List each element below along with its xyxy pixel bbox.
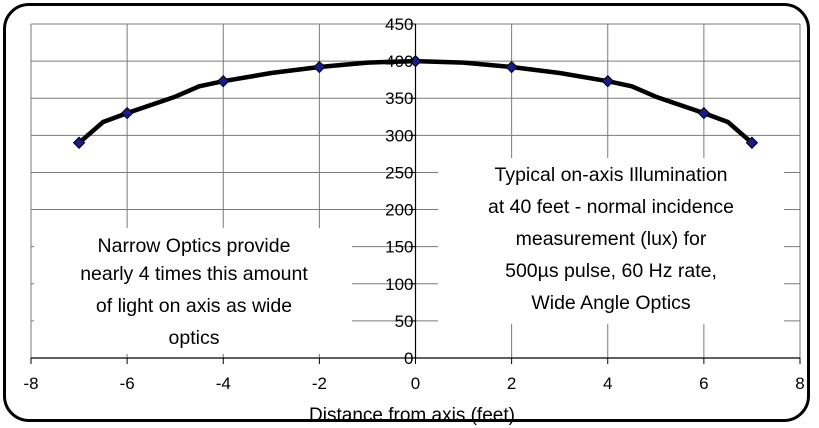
y-tick-label: 250 [385,163,413,182]
x-tick-label: -6 [120,374,135,393]
left-annotation-line: optics [169,327,220,349]
data-point-marker [313,60,326,74]
x-tick-label: 8 [795,374,804,393]
y-tick-label: 300 [385,126,413,145]
data-point-marker [601,74,614,88]
data-point-marker [697,106,711,120]
y-tick-label: 50 [395,312,414,331]
right-annotation-line: Wide Angle Optics [531,292,691,314]
tick-label-layer: 0 50 100 150 200 250 300 350 400 450 -8 -6 -4 -2 0 2 4 6 8 [23,15,804,393]
axis-layer [30,23,801,364]
data-point-marker [745,136,759,149]
x-tick-label: 0 [411,374,420,393]
x-tick-label: 2 [507,374,516,393]
left-annotation: Narrow Optics provide nearly 4 times thi… [34,228,352,354]
right-annotation: Typical on-axis Illumination at 40 feet … [438,158,784,324]
data-point-marker [409,54,422,68]
x-tick-label: -8 [23,374,38,393]
y-tick-label: 350 [385,89,413,108]
data-point-marker [72,136,86,149]
data-point-marker [120,106,134,120]
right-annotation-line: measurement (lux) for [516,228,707,250]
right-annotation-line: Typical on-axis Illumination [494,164,727,186]
right-annotation-line: at 40 feet - normal incidence [488,196,734,218]
y-tick-label: 200 [385,201,413,220]
series-layer [72,54,759,149]
y-tick-label: 0 [404,349,413,368]
y-tick-label: 150 [385,238,413,257]
x-axis-title: Distance from axis (feet) [309,405,515,426]
data-point-marker [505,60,518,74]
left-annotation-line: nearly 4 times this amount [80,263,308,285]
data-point-marker [217,74,230,88]
x-tick-label: 4 [603,374,612,393]
left-annotation-line: Narrow Optics provide [98,235,291,257]
right-annotation-line: 500µs pulse, 60 Hz rate, [505,260,717,282]
x-tick-label: -2 [312,374,327,393]
x-tick-label: 6 [699,374,708,393]
y-tick-label: 450 [385,15,413,34]
y-tick-label: 100 [385,275,413,294]
left-annotation-line: of light on axis as wide [96,295,292,317]
y-tick-label: 400 [385,52,413,71]
x-tick-label: -4 [216,374,231,393]
